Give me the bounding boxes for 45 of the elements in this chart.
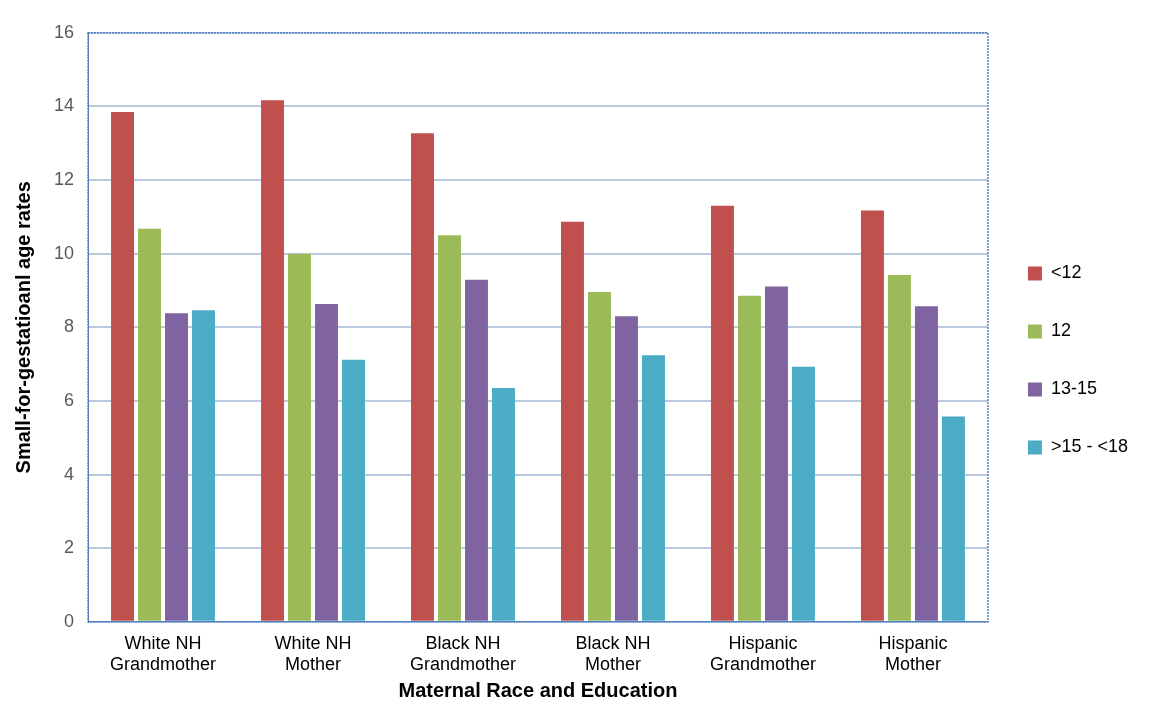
bar [791, 366, 815, 621]
bar [737, 295, 761, 621]
y-tick-label: 4 [64, 463, 75, 484]
bar [438, 235, 461, 621]
legend-label: 12 [1050, 320, 1071, 341]
x-tick-label: Hispanic Grandmother [709, 632, 816, 675]
bar [192, 310, 215, 621]
bar [138, 228, 161, 621]
y-tick-label: 6 [64, 389, 75, 410]
x-tick-label: Black NH Mother [575, 632, 651, 675]
bar [860, 210, 884, 621]
y-tick-label: 2 [64, 537, 75, 558]
bar [914, 306, 938, 621]
bar [465, 279, 488, 621]
bar [111, 111, 134, 621]
y-tick-label: 16 [53, 21, 75, 42]
bar [941, 416, 965, 621]
bar [411, 133, 434, 621]
bar [588, 291, 611, 621]
bar [887, 275, 911, 621]
bar [165, 313, 188, 621]
bar [764, 286, 788, 621]
bar [642, 355, 665, 621]
x-axis-title: Maternal Race and Education [398, 678, 678, 701]
bar [261, 100, 284, 621]
y-tick-label: 12 [53, 169, 75, 190]
y-tick-label: 14 [53, 95, 75, 116]
y-tick-label: 10 [53, 242, 75, 263]
y-tick-label: 0 [64, 610, 75, 631]
bar [561, 221, 584, 621]
y-axis-title: Small-for-gestatioanl age rates [11, 181, 34, 474]
x-tick-label: White NH Mother [274, 632, 352, 675]
y-tick-label: 8 [64, 316, 75, 337]
legend-label: 13-15 [1050, 378, 1097, 399]
bar [342, 359, 365, 621]
bar [615, 316, 638, 621]
legend-label: <12 [1050, 262, 1082, 283]
x-tick-label: White NH Grandmother [109, 632, 217, 675]
x-tick-label: Hispanic Mother [878, 632, 948, 675]
legend-label: >15 - <18 [1050, 436, 1128, 457]
bar [315, 304, 338, 621]
bar [288, 253, 311, 621]
bar [710, 205, 734, 621]
bar [492, 388, 515, 621]
x-tick-label: Black NH Grandmother [409, 632, 517, 675]
